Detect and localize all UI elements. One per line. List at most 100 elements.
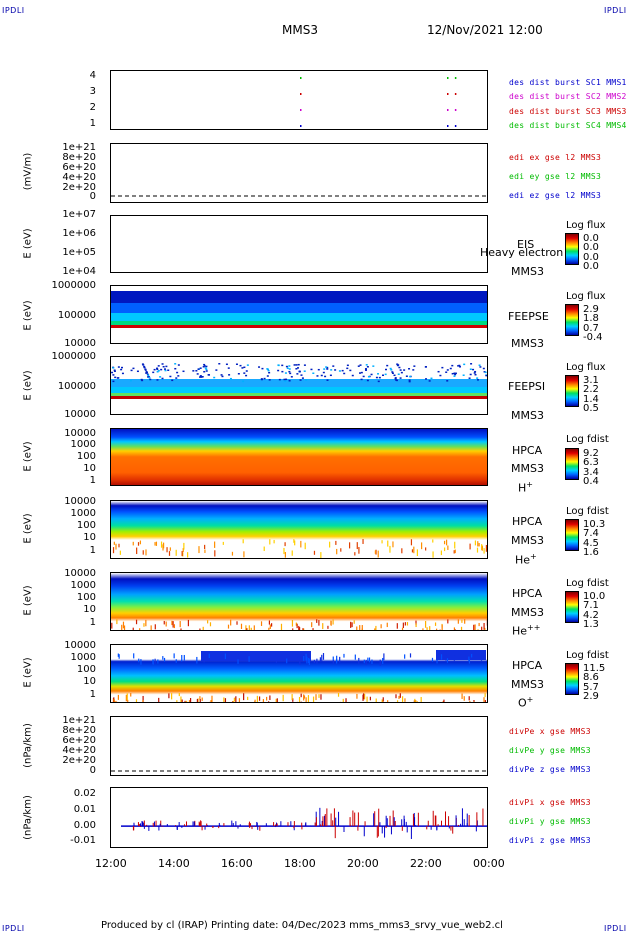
hpca-he-cbar-title: Log fdist bbox=[566, 506, 609, 517]
feepsi-dot bbox=[281, 364, 284, 367]
feepsi-dot bbox=[463, 363, 466, 366]
he-speckle bbox=[242, 539, 244, 544]
o-blue-speckle bbox=[445, 655, 447, 661]
o-speckle bbox=[414, 698, 416, 702]
hpca-he-cbar-v4: 1.6 bbox=[583, 547, 599, 558]
feepsi-dot bbox=[408, 380, 411, 383]
he2-speckle bbox=[311, 622, 313, 628]
feepsi-dot bbox=[243, 366, 246, 369]
he2-speckle bbox=[380, 624, 382, 629]
o-blue-speckle bbox=[365, 659, 367, 666]
burst-marks bbox=[300, 77, 457, 127]
he2-speckle bbox=[248, 625, 250, 630]
edi-ytick-3: 6e+20 bbox=[62, 162, 96, 173]
edi-ytick-1: 1e+21 bbox=[62, 142, 96, 153]
feepsi-dot bbox=[164, 369, 167, 372]
o-speckle bbox=[176, 700, 178, 702]
o-blue-speckle bbox=[117, 653, 119, 657]
feepsi-dot bbox=[362, 375, 365, 378]
mission-title: MMS3 bbox=[282, 23, 318, 37]
o-blue-speckle bbox=[446, 658, 449, 663]
he-speckle bbox=[313, 550, 316, 555]
feepsi-dot bbox=[303, 364, 306, 366]
o-blue-speckle bbox=[237, 659, 239, 664]
feepsi-dot bbox=[349, 369, 352, 372]
he2-speckle bbox=[404, 622, 406, 626]
feepsi-dot bbox=[296, 373, 299, 375]
he-speckle bbox=[362, 539, 364, 544]
feepsi-dot bbox=[446, 380, 449, 382]
he-speckle bbox=[269, 539, 271, 545]
o-blue-speckle bbox=[321, 654, 323, 662]
feepsi-dot bbox=[261, 367, 264, 370]
hpca-he-label: HPCA bbox=[512, 515, 543, 528]
he2-speckle bbox=[447, 619, 449, 624]
feepsi-dot bbox=[286, 367, 289, 370]
feepsi-dot bbox=[384, 373, 387, 376]
he-speckle bbox=[181, 550, 183, 557]
feepsi-dot bbox=[288, 368, 291, 370]
feepsi-dot bbox=[112, 374, 115, 376]
edi-ytick-2: 8e+20 bbox=[62, 152, 96, 163]
feepsi-dot bbox=[370, 373, 373, 376]
o-speckle bbox=[404, 698, 406, 702]
o-speckle bbox=[398, 695, 400, 699]
edi-ylabel: (mV/m) bbox=[22, 152, 34, 191]
feepsi-dot bbox=[142, 364, 145, 366]
hpca-he-colorbar bbox=[565, 519, 579, 551]
he-speckle bbox=[454, 541, 456, 549]
o-speckle bbox=[396, 700, 399, 702]
feepsi-dot bbox=[312, 372, 315, 375]
feepsi-dot bbox=[116, 377, 119, 379]
feepse-cbar-title: Log flux bbox=[566, 291, 606, 302]
he-speckle bbox=[443, 547, 446, 552]
feepsi-dot bbox=[121, 372, 124, 375]
feepsi-dot bbox=[161, 377, 164, 380]
eis-ytick-2: 1e+06 bbox=[62, 228, 96, 239]
feepsi-dot bbox=[175, 377, 178, 379]
he2-speckle bbox=[330, 620, 332, 626]
feepsi-dot bbox=[449, 367, 452, 370]
burst-mark bbox=[300, 125, 302, 127]
he2-speckle bbox=[236, 621, 238, 625]
burst-mark bbox=[300, 93, 302, 95]
burst-ytick-2: 2 bbox=[89, 102, 96, 113]
he2-speckle bbox=[150, 625, 152, 630]
he-speckle bbox=[175, 549, 177, 556]
feepsi-dot bbox=[485, 374, 487, 377]
feepsi-dot bbox=[263, 377, 266, 380]
feepsi-dot bbox=[454, 372, 457, 375]
he-speckle bbox=[389, 545, 391, 553]
he2-speckle bbox=[121, 624, 123, 630]
feepsi-dot bbox=[320, 374, 323, 377]
o-blue-speckle bbox=[382, 657, 384, 664]
feepsi-dot bbox=[157, 365, 160, 367]
feepsi-dot bbox=[281, 370, 284, 373]
hpca-he-cbar-v2: 7.4 bbox=[583, 528, 599, 539]
feepsi-dot bbox=[156, 367, 159, 370]
he-speckle bbox=[231, 551, 234, 556]
feepse-mms-label: MMS3 bbox=[511, 337, 544, 350]
o-blue-speckle bbox=[286, 658, 288, 664]
he-speckle bbox=[293, 539, 295, 543]
feepsi-dot bbox=[132, 367, 135, 370]
hpca-o-ytick-1: 10000 bbox=[64, 640, 96, 651]
feepsi-dot bbox=[144, 368, 147, 370]
feepsi-dot bbox=[267, 369, 270, 372]
o-speckle bbox=[142, 695, 144, 702]
o-speckle bbox=[117, 694, 119, 700]
hpca-he2-ytick-2: 1000 bbox=[70, 580, 96, 591]
he2-speckle bbox=[253, 625, 255, 630]
hpca-h-ytick-4: 10 bbox=[83, 463, 96, 474]
feepsi-panel bbox=[110, 356, 488, 415]
hpca-o-species: O+ bbox=[518, 695, 534, 710]
feepsi-dot bbox=[228, 374, 231, 376]
o-speckle bbox=[387, 700, 389, 702]
burst-legend-mms3: des dist burst SC3 MMS3 bbox=[509, 107, 627, 116]
feepsi-dot bbox=[146, 373, 149, 376]
he2-speckle bbox=[122, 621, 125, 629]
o-speckle bbox=[298, 696, 301, 702]
feepsi-dot bbox=[334, 369, 337, 371]
feepsi-dot bbox=[412, 369, 415, 371]
o-speckle bbox=[126, 693, 128, 701]
